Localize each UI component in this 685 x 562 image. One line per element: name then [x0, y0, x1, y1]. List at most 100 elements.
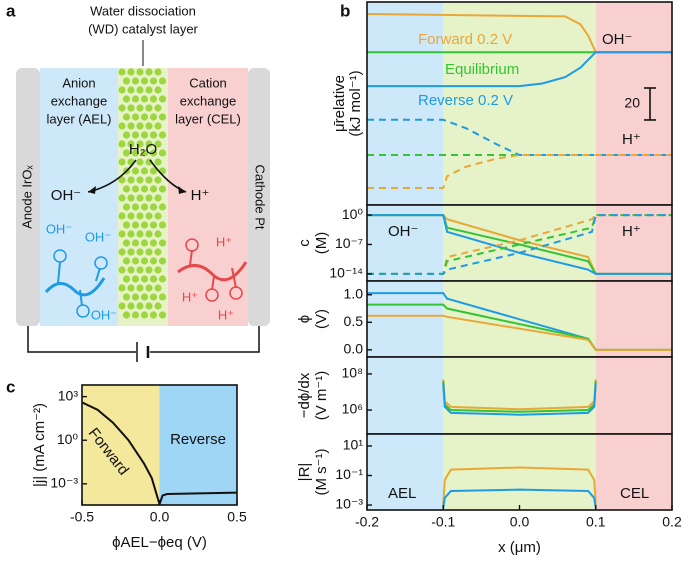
catalyst-dot [145, 266, 153, 274]
y-tick-label: 10¹ [343, 437, 364, 453]
catalyst-dot [154, 158, 162, 166]
annotation: CEL [620, 485, 649, 502]
catalyst-dot [131, 239, 140, 247]
catalyst-dot [158, 275, 167, 283]
catalyst-dot [154, 140, 162, 148]
catalyst-dot [118, 302, 126, 310]
catalyst-dot [145, 302, 153, 310]
catalyst-dot [140, 275, 149, 283]
y-axis-label: |R| [296, 463, 313, 482]
catalyst-dot [127, 284, 135, 292]
catalyst-dot [131, 221, 140, 229]
plot-area [367, 205, 672, 281]
plot: μ̄relative (kJ mol⁻¹) 20 [331, 1, 673, 206]
anion-group [229, 286, 243, 300]
ion-label: OH⁻ [85, 229, 111, 244]
y-axis-label: c [296, 239, 313, 247]
side-chain [231, 267, 237, 289]
catalyst-label: (WD) catalyst layer [88, 21, 198, 36]
catalyst-dot [131, 113, 140, 121]
catalyst-dot [118, 248, 126, 256]
catalyst-dot [149, 95, 158, 103]
scale-bar-label: 20 [624, 95, 640, 111]
catalyst-dot [131, 185, 140, 193]
catalyst-dot [131, 149, 140, 157]
ael-label: layer (AEL) [46, 111, 111, 126]
catalyst-dot [145, 86, 153, 94]
catalyst-dot [149, 275, 158, 283]
ion-label: H⁺ [216, 234, 232, 249]
x-tick-label: 0.1 [586, 514, 606, 530]
series-line [367, 314, 672, 351]
catalyst-dot [131, 77, 140, 85]
catalyst-dot [136, 104, 144, 112]
plot-area [367, 357, 672, 434]
catalyst-dot [149, 311, 158, 319]
catalyst-dot [122, 221, 131, 229]
catalyst-dot [127, 266, 135, 274]
x-tick-label: 0.5 [227, 509, 247, 525]
x-tick-label: 0.2 [662, 514, 682, 530]
catalyst-dot [122, 203, 131, 211]
y-tick-label: 10⁻³ [335, 496, 363, 512]
annotation: H⁺ [622, 131, 641, 148]
catalyst-dot [122, 257, 131, 265]
y-axis-label: (V m⁻¹) [313, 371, 330, 421]
catalyst-dot [131, 167, 140, 175]
arrow-head [88, 186, 96, 194]
anode [16, 68, 40, 326]
series-line [367, 118, 672, 156]
catalyst-dot [118, 176, 126, 184]
y-axis-label: ϕ [296, 315, 313, 323]
y-tick-label: 10⁸ [342, 365, 364, 381]
catalyst-dot [118, 122, 126, 130]
y-tick-label: 0.0 [344, 341, 364, 357]
cation-group [94, 256, 108, 270]
catalyst-dot [140, 131, 149, 139]
x-tick-label: -0.1 [431, 514, 455, 530]
panel-label: c [6, 377, 15, 396]
catalyst-dot [131, 257, 140, 265]
catalyst-dot [136, 284, 144, 292]
catalyst-dot [158, 221, 167, 229]
catalyst-dot [136, 86, 144, 94]
y-tick-label: 10⁻³ [50, 475, 78, 491]
catalyst-dot [122, 311, 131, 319]
catalyst-dot [158, 239, 167, 247]
region [595, 357, 672, 434]
cathode [248, 68, 270, 326]
side-chain [79, 289, 83, 307]
catalyst-dot [154, 266, 162, 274]
y-axis-label: (kJ mol⁻¹) [347, 70, 364, 136]
catalyst-dots [118, 68, 167, 319]
catalyst-dot [118, 212, 126, 220]
polymer [177, 261, 248, 282]
catalyst-dot [140, 77, 149, 85]
catalyst-dot [158, 311, 167, 319]
region [367, 434, 444, 510]
y-tick-label: 10³ [58, 387, 79, 403]
catalyst-dot [149, 239, 158, 247]
cation-group [76, 304, 90, 318]
region [443, 2, 596, 205]
polymer [44, 277, 106, 297]
catalyst-dot [127, 230, 135, 238]
catalyst-dot [154, 68, 162, 76]
plot: 10⁰ 10⁻⁷ 10⁻¹⁴ c (M) [296, 204, 673, 282]
y-axis-label: |j| (mA cm⁻²) [31, 403, 48, 487]
region [159, 385, 237, 505]
region [367, 205, 444, 281]
catalyst-dot [127, 212, 135, 220]
region [367, 357, 444, 434]
catalyst-dot [145, 212, 153, 220]
catalyst-dot [136, 158, 144, 166]
catalyst-dot [122, 185, 131, 193]
diagram: Water dissociation (WD) catalyst layer A… [16, 3, 270, 362]
catalyst-dot [154, 104, 162, 112]
region [82, 385, 160, 505]
x-tick-label: 0.0 [510, 514, 530, 530]
ael-layer [40, 68, 118, 326]
cation-group [53, 249, 67, 263]
catalyst-dot [127, 176, 135, 184]
catalyst-dot [145, 122, 153, 130]
